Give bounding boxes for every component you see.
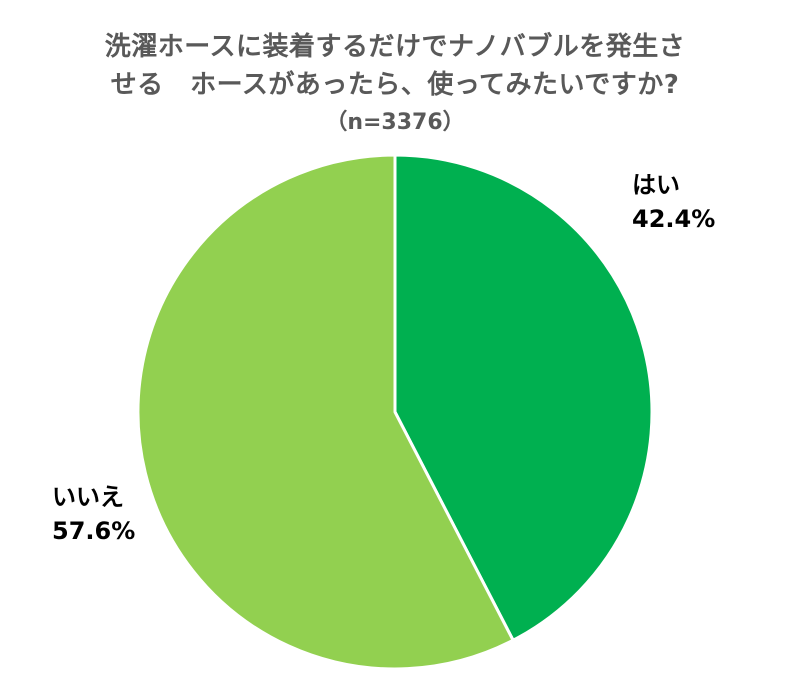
chart-subtitle: （n=3376） (325, 110, 465, 135)
slice-label-yes: はい 42.4% (632, 168, 715, 236)
slice-label-yes-value: 42.4% (632, 205, 716, 233)
pie-slice-no (136, 153, 515, 671)
slice-label-no-value: 57.6% (52, 517, 136, 545)
slice-label-no: いいえ 57.6% (52, 480, 135, 548)
pie-slice-yes (393, 153, 654, 642)
chart-title-block: 洗濯ホースに装着するだけでナノバブルを発生さ せる ホースがあったら、使ってみた… (0, 28, 790, 140)
chart-title-line-1: 洗濯ホースに装着するだけでナノバブルを発生さ (104, 32, 686, 62)
pie-slices (136, 153, 654, 671)
chart-title-line-2: せる ホースがあったら、使ってみたいですか? (110, 70, 680, 100)
slice-label-no-text: いいえ (52, 483, 124, 511)
slice-label-yes-text: はい (632, 171, 680, 199)
